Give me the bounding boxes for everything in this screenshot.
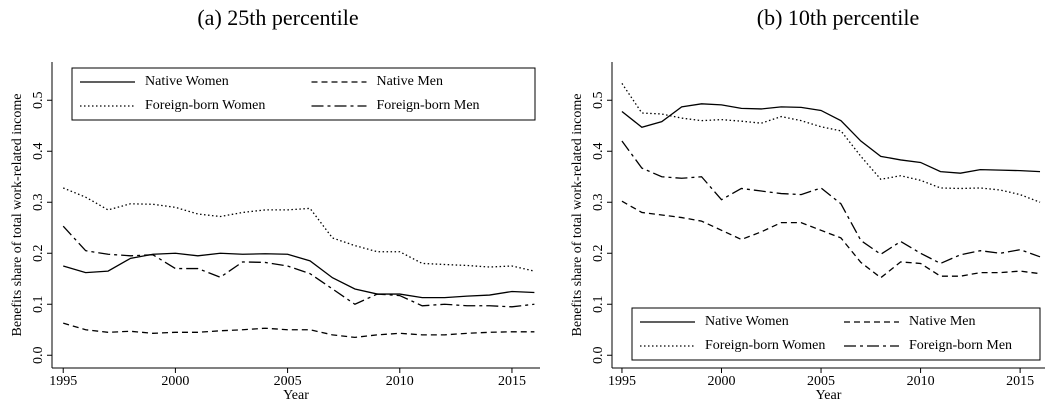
x-tick-label: 2005 [807,374,835,389]
x-tick-label: 2015 [1006,374,1034,389]
series-line [63,322,535,339]
y-tick-label: 0.3 [591,194,606,212]
x-tick-label: 2015 [498,374,526,389]
x-axis-title: Year [283,388,309,403]
legend-label: Foreign-born Women [145,98,265,113]
legend-label: Native Women [145,74,229,89]
legend-label: Native Men [377,74,443,89]
x-tick-label: 2000 [707,374,735,389]
legend-label: Native Women [705,314,789,329]
series-line [62,187,535,272]
panel-title: (b) 10th percentile [757,5,920,30]
y-tick-label: 0.3 [31,194,46,212]
x-tick-label: 2000 [161,374,189,389]
series-line [621,83,1041,203]
legend-label: Foreign-born Men [377,98,480,113]
legend-label: Foreign-born Women [705,338,825,353]
x-tick-label: 1995 [49,374,77,389]
series-line [621,140,1041,265]
y-tick-label: 0.5 [31,92,46,110]
y-tick-label: 0.4 [591,143,606,161]
x-axis-title: Year [816,388,842,403]
series-line [63,252,535,299]
series-line [62,225,535,308]
y-axis-title: Benefits share of total work-related inc… [570,94,585,337]
legend-label: Native Men [909,314,975,329]
x-tick-label: 2005 [274,374,302,389]
y-tick-label: 0.0 [31,347,46,365]
legend-label: Foreign-born Men [909,338,1012,353]
y-tick-label: 0.4 [31,143,46,161]
y-tick-label: 0.0 [591,347,606,365]
series-line [621,103,1041,174]
panel-title: (a) 25th percentile [197,5,358,30]
x-tick-label: 2010 [907,374,935,389]
y-axis-title: Benefits share of total work-related inc… [10,94,25,337]
legend-box [71,67,536,121]
y-tick-label: 0.1 [31,296,46,314]
legend-box [631,307,1041,361]
y-tick-label: 0.1 [591,296,606,314]
x-tick-label: 1995 [608,374,636,389]
y-tick-label: 0.2 [591,245,606,263]
x-tick-label: 2010 [386,374,414,389]
y-tick-label: 0.5 [591,92,606,110]
series-line [621,200,1041,279]
y-tick-label: 0.2 [31,245,46,263]
